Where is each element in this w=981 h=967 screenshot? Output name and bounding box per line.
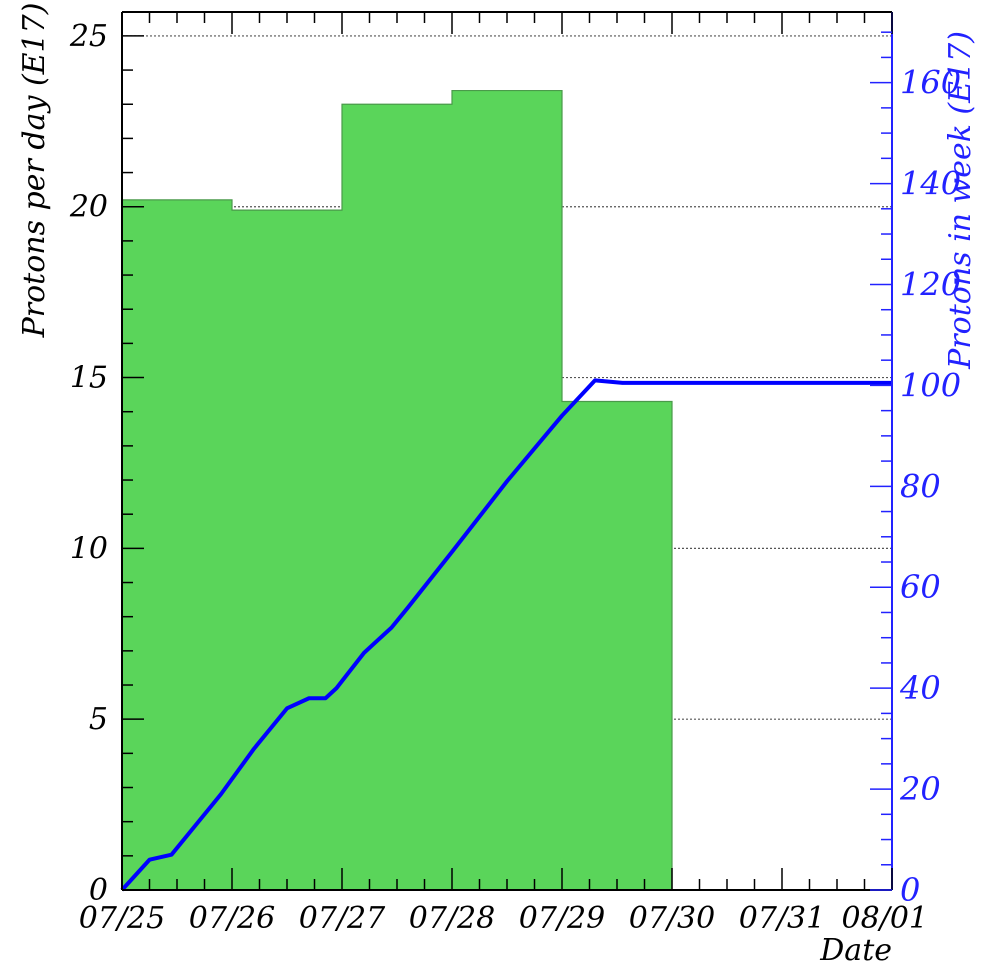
y-left-tick-label: 15 bbox=[70, 361, 108, 396]
y-right-tick-label: 120 bbox=[900, 265, 961, 303]
x-tick-label: 07/31 bbox=[739, 901, 825, 936]
y-axis-label-right: Protons in week (E17) bbox=[943, 31, 978, 370]
y-left-tick-label: 0 bbox=[89, 873, 108, 908]
y-left-tick-label: 10 bbox=[70, 531, 108, 566]
y-left-tick-label: 20 bbox=[69, 190, 108, 225]
bar bbox=[122, 199, 232, 891]
x-tick-label: 07/28 bbox=[409, 901, 495, 936]
cumulative-protons-line bbox=[120, 378, 892, 892]
y-right-tick-label: 140 bbox=[900, 165, 961, 203]
y-right-tick-label: 160 bbox=[900, 64, 961, 102]
x-tick-label: 08/01 bbox=[842, 901, 928, 936]
y-right-tick-label: 20 bbox=[899, 770, 941, 808]
bar-outline bbox=[121, 89, 673, 890]
y-left-tick-label: 25 bbox=[69, 19, 108, 54]
x-tick-label: 07/29 bbox=[519, 901, 605, 936]
y-right-tick-label: 60 bbox=[900, 568, 941, 606]
y-right-tick-label: 0 bbox=[900, 871, 920, 909]
x-axis-label: Date bbox=[819, 933, 892, 967]
bar bbox=[452, 90, 562, 891]
y-left-tick-label: 5 bbox=[89, 702, 108, 737]
y-right-tick-label: 80 bbox=[900, 467, 941, 505]
x-tick-label: 07/30 bbox=[629, 901, 715, 936]
bar bbox=[562, 401, 672, 890]
cumulative-line-layer bbox=[120, 378, 892, 892]
axes bbox=[121, 11, 893, 891]
bar bbox=[342, 104, 452, 891]
bar bbox=[232, 210, 342, 891]
x-tick-label: 07/27 bbox=[299, 901, 386, 936]
x-tick-label: 07/26 bbox=[189, 901, 275, 936]
y-right-tick-label: 40 bbox=[899, 669, 941, 707]
x-tick-label: 07/25 bbox=[79, 901, 165, 936]
y-axis-label-left: Protons per day (E17) bbox=[17, 3, 52, 339]
tick-labels: 0 5 10 15 20 25 0 20 40 60 80 100 120 140 160 07/25 07/2… bbox=[69, 19, 961, 936]
y-right-tick-label: 100 bbox=[900, 366, 961, 404]
bars bbox=[121, 89, 673, 891]
